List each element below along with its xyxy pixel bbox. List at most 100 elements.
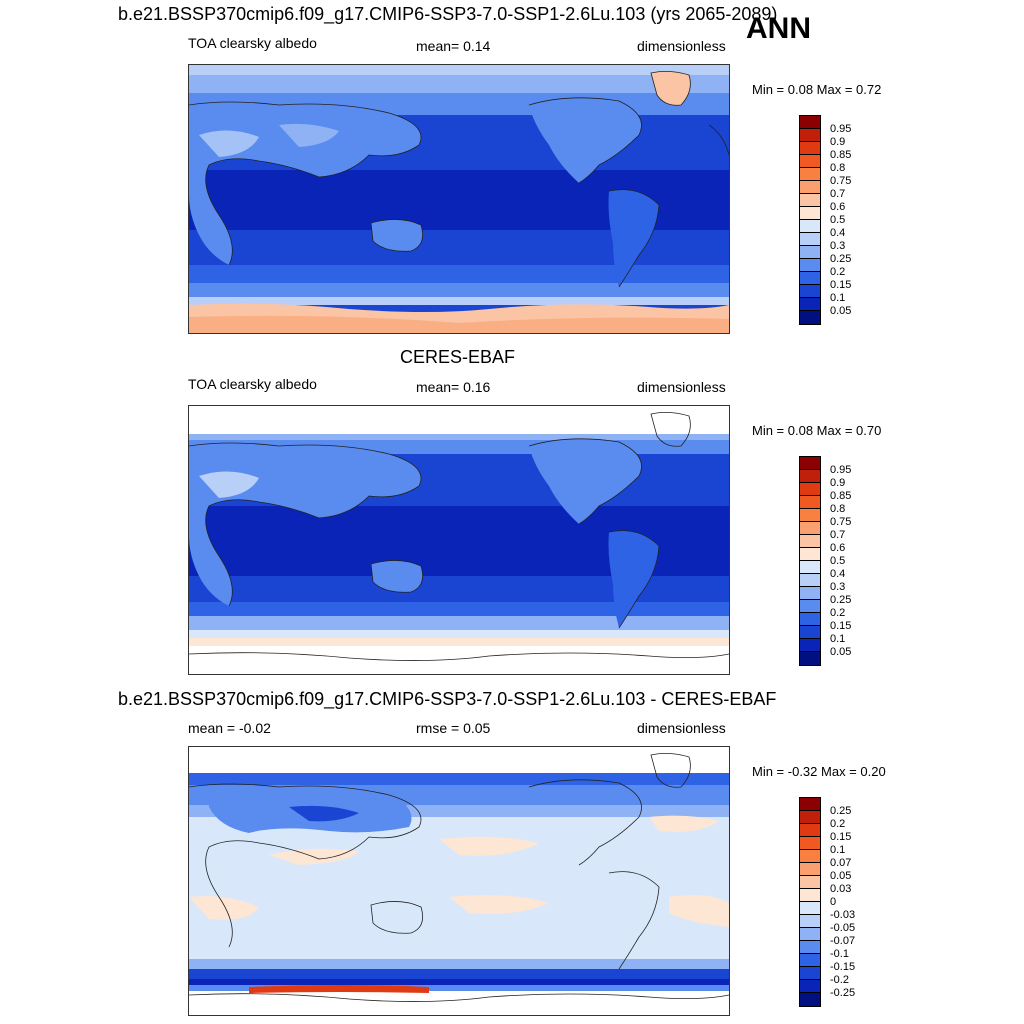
colorbar-label: 0.6: [830, 542, 846, 554]
colorbar-label: 0.05: [830, 305, 852, 317]
colorbar-swatch: [800, 220, 820, 233]
colorbar-swatch: [800, 613, 820, 626]
colorbar-swatch: [800, 561, 820, 574]
colorbar-label: 0.9: [830, 477, 846, 489]
colorbar-swatch: [800, 285, 820, 298]
colorbar-swatch: [800, 967, 820, 980]
colorbar-label: 0.1: [830, 633, 846, 645]
colorbar-label: 0.1: [830, 292, 846, 304]
colorbar-label: 0.75: [830, 175, 852, 187]
colorbar-swatch: [800, 626, 820, 639]
colorbar-label: 0.15: [830, 831, 852, 843]
colorbar-swatch: [800, 928, 820, 941]
colorbar-label: -0.1: [830, 948, 849, 960]
panel3-colorbar: [799, 797, 821, 1007]
colorbar-swatch: [800, 876, 820, 889]
colorbar-swatch: [800, 548, 820, 561]
colorbar-label: 0.07: [830, 857, 852, 869]
colorbar-label: -0.03: [830, 909, 856, 921]
colorbar-swatch: [800, 272, 820, 285]
panel3-units-label: dimensionless: [637, 720, 726, 736]
colorbar-swatch: [800, 142, 820, 155]
colorbar-label: 0.8: [830, 503, 846, 515]
colorbar-swatch: [800, 509, 820, 522]
colorbar-label: -0.15: [830, 961, 856, 973]
colorbar-label: 0.85: [830, 490, 852, 502]
panel2-map: [188, 405, 730, 675]
panel2-variable-label: TOA clearsky albedo: [188, 376, 317, 392]
colorbar-swatch: [800, 980, 820, 993]
colorbar-swatch: [800, 168, 820, 181]
colorbar-swatch: [800, 181, 820, 194]
colorbar-swatch: [800, 993, 820, 1006]
colorbar-swatch: [800, 311, 820, 324]
colorbar-label: -0.25: [830, 987, 856, 999]
season-label: ANN: [746, 12, 811, 45]
colorbar-label: 0.8: [830, 162, 846, 174]
colorbar-label: 0.9: [830, 136, 846, 148]
colorbar-label: 0.5: [830, 555, 846, 567]
colorbar-swatch: [800, 483, 820, 496]
colorbar-label: 0.3: [830, 581, 846, 593]
panel1-colorbar: [799, 115, 821, 325]
colorbar-label: 0.95: [830, 464, 852, 476]
colorbar-swatch: [800, 470, 820, 483]
panel2-minmax: Min = 0.08 Max = 0.70: [752, 423, 882, 438]
colorbar-swatch: [800, 129, 820, 142]
colorbar-swatch: [800, 915, 820, 928]
colorbar-swatch: [800, 798, 820, 811]
colorbar-swatch: [800, 587, 820, 600]
panel1-units-label: dimensionless: [637, 38, 726, 54]
colorbar-label: 0.15: [830, 279, 852, 291]
colorbar-swatch: [800, 954, 820, 967]
colorbar-swatch: [800, 535, 820, 548]
colorbar-label: 0.4: [830, 227, 846, 239]
colorbar-swatch: [800, 863, 820, 876]
panel3-title: b.e21.BSSP370cmip6.f09_g17.CMIP6-SSP3-7.…: [118, 689, 777, 709]
panel1-variable-label: TOA clearsky albedo: [188, 35, 317, 51]
colorbar-label: -0.05: [830, 922, 856, 934]
colorbar-label: 0.25: [830, 805, 852, 817]
colorbar-label: 0.75: [830, 516, 852, 528]
colorbar-swatch: [800, 600, 820, 613]
colorbar-label: 0.85: [830, 149, 852, 161]
colorbar-label: 0.5: [830, 214, 846, 226]
colorbar-swatch: [800, 194, 820, 207]
colorbar-swatch: [800, 902, 820, 915]
colorbar-swatch: [800, 824, 820, 837]
colorbar-label: 0.05: [830, 646, 852, 658]
panel1-title: b.e21.BSSP370cmip6.f09_g17.CMIP6-SSP3-7.…: [118, 4, 778, 24]
panel2-colorbar: [799, 456, 821, 666]
colorbar-swatch: [800, 889, 820, 902]
colorbar-swatch: [800, 259, 820, 272]
colorbar-label: 0.25: [830, 253, 852, 265]
colorbar-label: -0.2: [830, 974, 849, 986]
colorbar-swatch: [800, 639, 820, 652]
colorbar-label: 0.7: [830, 529, 846, 541]
colorbar-label: 0.7: [830, 188, 846, 200]
colorbar-swatch: [800, 116, 820, 129]
panel3-minmax: Min = -0.32 Max = 0.20: [752, 764, 886, 779]
colorbar-label: -0.07: [830, 935, 856, 947]
panel2-units-label: dimensionless: [637, 379, 726, 395]
panel2-title: CERES-EBAF: [400, 347, 516, 367]
colorbar-swatch: [800, 207, 820, 220]
colorbar-swatch: [800, 298, 820, 311]
colorbar-swatch: [800, 496, 820, 509]
colorbar-label: 0.1: [830, 844, 846, 856]
colorbar-label: 0.2: [830, 266, 846, 278]
colorbar-swatch: [800, 652, 820, 665]
panel1-map: [188, 64, 730, 334]
colorbar-label: 0.05: [830, 870, 852, 882]
colorbar-swatch: [800, 811, 820, 824]
colorbar-label: 0.6: [830, 201, 846, 213]
colorbar-swatch: [800, 574, 820, 587]
colorbar-swatch: [800, 155, 820, 168]
colorbar-swatch: [800, 233, 820, 246]
colorbar-label: 0.2: [830, 607, 846, 619]
panel3-mean-label: mean = -0.02: [188, 720, 271, 736]
colorbar-swatch: [800, 941, 820, 954]
panel1-minmax: Min = 0.08 Max = 0.72: [752, 82, 882, 97]
panel3-map: [188, 746, 730, 1016]
colorbar-swatch: [800, 850, 820, 863]
